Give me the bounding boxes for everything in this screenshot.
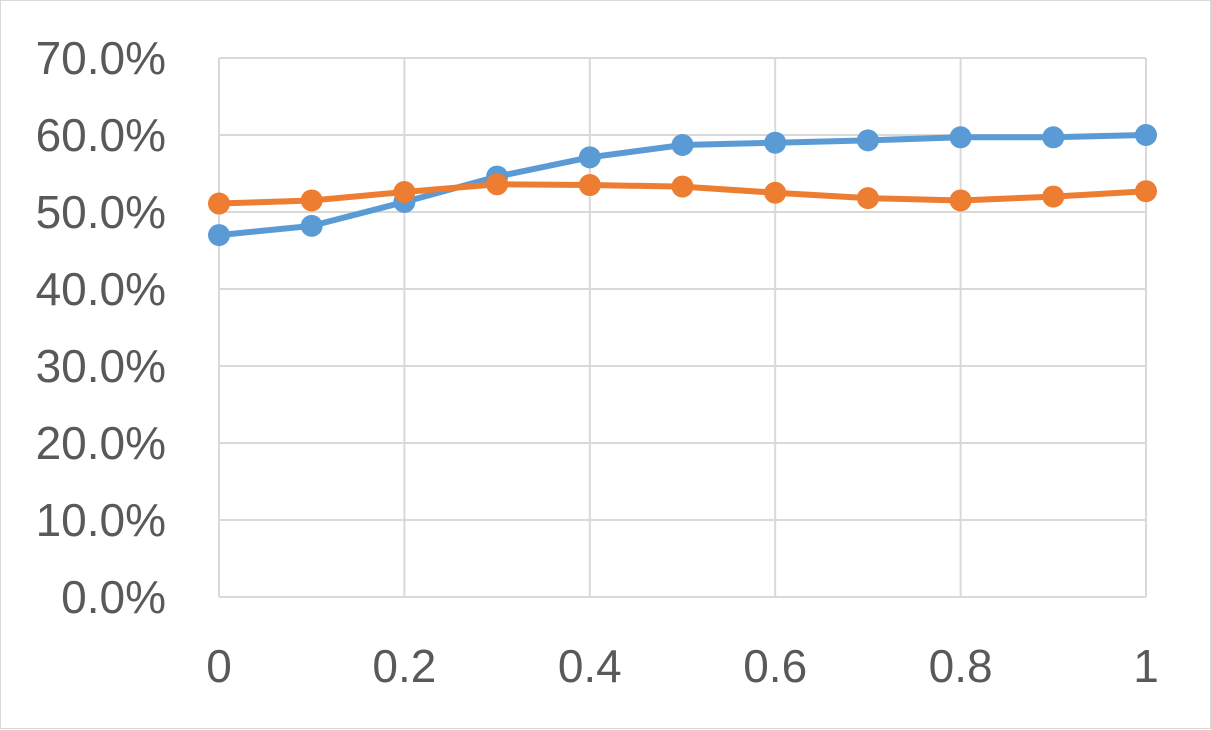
x-tick-label: 0.4	[558, 640, 622, 692]
series-1	[208, 124, 1157, 247]
y-tick-label: 0.0%	[61, 571, 166, 623]
series	[208, 124, 1157, 247]
data-point	[486, 173, 509, 196]
y-tick-label: 20.0%	[36, 417, 166, 469]
data-point	[1135, 124, 1157, 146]
data-point	[671, 134, 694, 157]
data-point	[208, 192, 230, 215]
data-point	[393, 180, 416, 203]
series-2	[208, 173, 1157, 215]
data-point	[764, 131, 787, 154]
data-point	[300, 189, 323, 212]
x-tick-label: 1	[1133, 640, 1159, 692]
x-tick-label: 0.2	[372, 640, 436, 692]
data-point	[856, 129, 879, 152]
data-point	[300, 214, 323, 237]
data-point	[208, 224, 230, 247]
y-tick-label: 10.0%	[36, 494, 166, 546]
x-axis-tick-labels: 0 0.2 0.4 0.6 0.8 1	[206, 640, 1159, 692]
data-point	[856, 187, 879, 210]
y-tick-label: 30.0%	[36, 340, 166, 392]
y-tick-label: 60.0%	[36, 109, 166, 161]
data-point	[671, 175, 694, 198]
y-tick-label: 40.0%	[36, 263, 166, 315]
data-point	[578, 174, 601, 197]
y-tick-label: 70.0%	[36, 32, 166, 84]
data-point	[764, 181, 787, 204]
data-point	[578, 146, 601, 169]
data-point	[1135, 180, 1157, 203]
x-tick-label: 0.6	[743, 640, 807, 692]
x-tick-label: 0.8	[929, 640, 993, 692]
data-point	[1042, 185, 1065, 208]
data-point	[1042, 126, 1065, 149]
data-point	[949, 189, 972, 212]
x-tick-label: 0	[206, 640, 232, 692]
y-tick-label: 50.0%	[36, 186, 166, 238]
data-point	[949, 126, 972, 149]
y-axis-tick-labels: 0.0% 10.0% 20.0% 30.0% 40.0% 50.0% 60.0% 70.0%	[36, 32, 166, 623]
